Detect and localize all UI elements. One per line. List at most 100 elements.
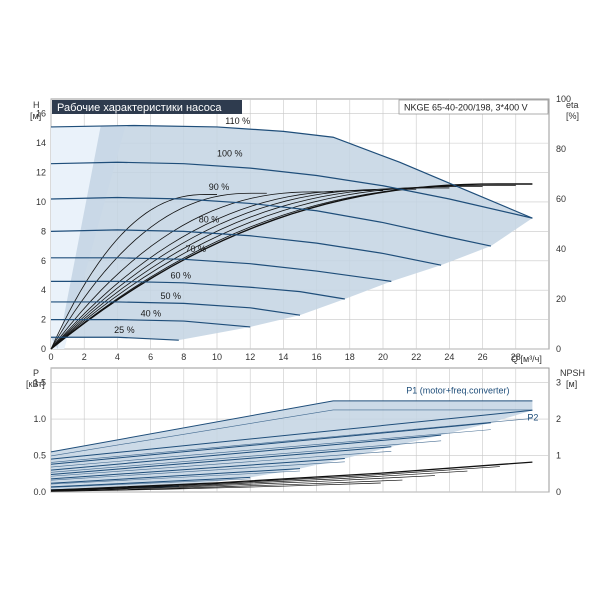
flow-tick-label: 18 (345, 352, 355, 362)
flow-tick-label: 10 (212, 352, 222, 362)
head-curve (51, 280, 345, 300)
efficiency-curves (50, 183, 533, 350)
power-p2-curve (50, 470, 301, 485)
npsh-curve (50, 470, 468, 492)
power-curve (50, 434, 442, 471)
head-curve-label: 100 % (217, 148, 243, 158)
power-axis-ticks: 0.0 0.5 1.0 1.5 0 1 2 3 (33, 378, 561, 497)
eta-tick-label: 0 (556, 344, 561, 354)
head-tick-label: 0 (41, 344, 46, 354)
power-p2-curve (50, 461, 345, 481)
power-curve (50, 476, 251, 488)
npsh-curve (50, 461, 533, 491)
head-curve-label: 40 % (141, 309, 162, 319)
chart-title: Рабочие характеристики насоса (57, 102, 222, 114)
npsh-curve (50, 479, 403, 492)
head-curve (51, 336, 179, 341)
head-axis-unit: [м] (30, 111, 41, 121)
head-curve-label: 110 % (225, 116, 250, 126)
head-tick-label: 10 (36, 197, 46, 207)
head-tick-label: 14 (36, 138, 46, 148)
eta-tick-label: 100 (556, 94, 571, 104)
power-legend-label: P1 (motor+freq.converter) (406, 386, 509, 396)
power-p2-curve (50, 440, 442, 473)
operating-envelope (51, 125, 533, 350)
power-axis-unit: [кВт] (26, 379, 45, 389)
power-tick-label: 0.0 (33, 487, 46, 497)
head-curve-label: 25 % (114, 325, 135, 335)
npsh-tick-label: 2 (556, 414, 561, 424)
flow-tick-label: 14 (278, 352, 288, 362)
model-label: NKGE 65-40-200/198, 3*400 V (404, 103, 528, 113)
head-tick-label: 12 (36, 168, 46, 178)
head-tick-label: 16 (36, 109, 46, 119)
power-p2-curve (50, 450, 392, 477)
head-curve (50, 229, 442, 266)
npsh-axis-name: NPSH (560, 368, 585, 378)
title-bar (52, 100, 242, 114)
power-curve (50, 409, 533, 460)
head-curve (51, 301, 301, 316)
power-p2-curve (50, 418, 533, 463)
flow-tick-label: 2 (82, 352, 87, 362)
flow-tick-label: 22 (411, 352, 421, 362)
flow-tick-label: 20 (378, 352, 388, 362)
npsh-curve (50, 482, 381, 492)
head-curve-labels: 110 % 100 % 90 % 80 % 70 % 60 % 50 % 40 % 25 % (114, 116, 250, 335)
head-curve (50, 124, 533, 219)
npsh-tick-label: 1 (556, 451, 561, 461)
power-tick-label: 1.0 (33, 414, 46, 424)
eta-tick-label: 60 (556, 194, 566, 204)
flow-tick-label: 26 (478, 352, 488, 362)
head-axis-name: H (33, 100, 40, 110)
head-curve (51, 318, 251, 328)
npsh-curve (50, 475, 435, 492)
power-axis-name: P (33, 368, 39, 378)
eta-axis-unit: [%] (566, 111, 579, 121)
eta-axis-name: eta (566, 100, 579, 110)
head-tick-label: 2 (41, 315, 46, 325)
power-legend: P1 (motor+freq.converter) P2 (406, 386, 538, 423)
flow-tick-label: 12 (245, 352, 255, 362)
head-curve (51, 257, 392, 282)
flow-tick-label: 16 (312, 352, 322, 362)
eta-tick-label: 40 (556, 244, 566, 254)
head-operating-area (51, 125, 533, 350)
flow-tick-label: 8 (181, 352, 186, 362)
head-tick-label: 4 (41, 285, 46, 295)
eta-tick-label: 20 (556, 294, 566, 304)
power-curve (50, 400, 533, 453)
head-tick-label: 6 (41, 256, 46, 266)
power-curve (50, 457, 345, 480)
power-curves (50, 400, 533, 492)
model-box (398, 99, 549, 115)
npsh-tick-label: 3 (556, 378, 561, 388)
power-curve (50, 446, 392, 475)
power-curve (50, 468, 301, 484)
power-p2-curve (50, 478, 251, 488)
flow-tick-label: 0 (48, 352, 53, 362)
head-tick-label: 8 (41, 226, 46, 236)
flow-tick-label: 4 (115, 352, 120, 362)
power-tick-label: 0.5 (33, 451, 46, 461)
head-curve (50, 161, 533, 219)
flow-tick-label: 24 (444, 352, 454, 362)
flow-axis-name: Q [м³/ч] (511, 354, 542, 364)
efficiency-curve (50, 183, 533, 350)
flow-tick-label: 28 (511, 352, 521, 362)
efficiency-curve (50, 191, 334, 350)
npsh-tick-label: 0 (556, 487, 561, 497)
eta-tick-label: 80 (556, 144, 566, 154)
head-curve-label: 80 % (199, 215, 220, 225)
npsh-curve (50, 466, 500, 491)
head-curves (50, 124, 533, 341)
head-curve-label: 50 % (161, 291, 182, 301)
power-p2-curve (50, 409, 533, 457)
power-legend-label: P2 (527, 413, 538, 423)
head-curve-label: 90 % (209, 182, 230, 192)
efficiency-curve (50, 192, 267, 350)
npsh-axis-unit: [м] (566, 379, 577, 389)
power-p2-curve (50, 429, 491, 468)
power-curve (50, 422, 491, 465)
